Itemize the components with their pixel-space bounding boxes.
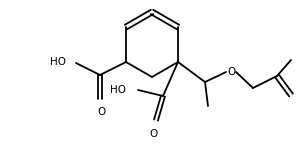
Text: O: O <box>149 129 157 139</box>
Text: O: O <box>97 107 105 117</box>
Text: O: O <box>227 67 235 77</box>
Text: HO: HO <box>110 85 126 95</box>
Text: HO: HO <box>50 57 66 67</box>
